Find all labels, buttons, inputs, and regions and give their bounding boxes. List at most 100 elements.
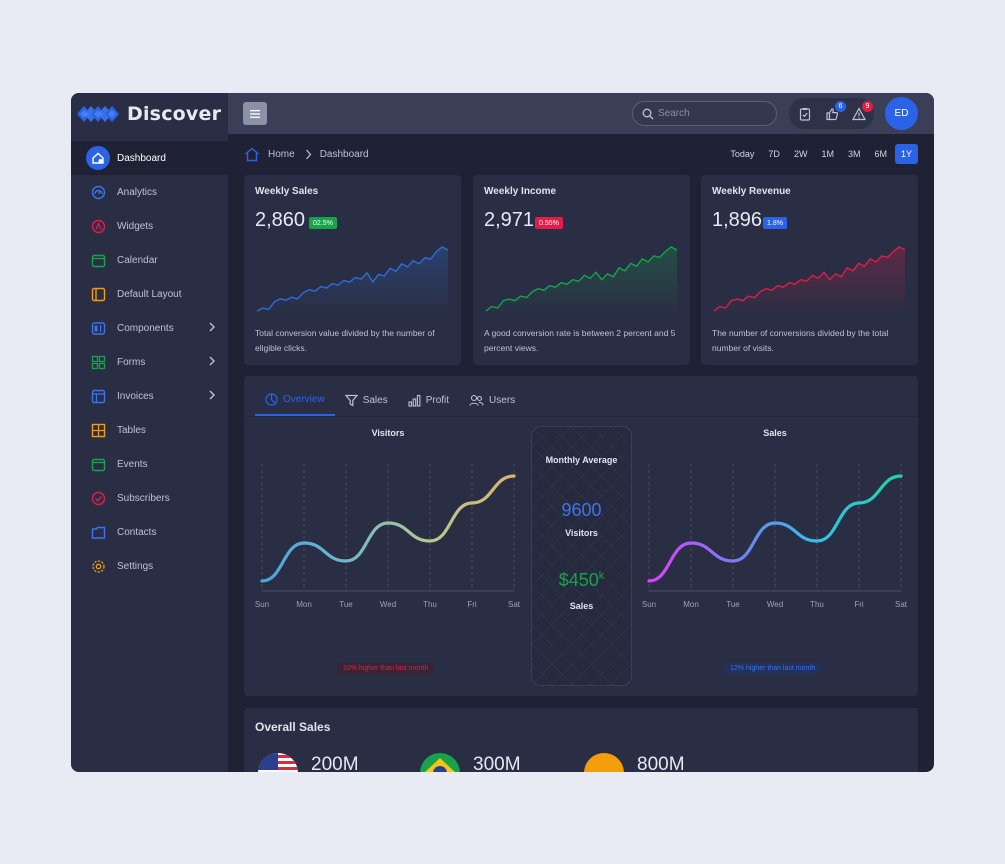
x-tick-label: Tue (339, 600, 353, 609)
series-line (647, 474, 903, 583)
gauge-icon (90, 184, 106, 200)
topbar: 6 9 ED (228, 93, 934, 134)
overall-sales-title: Overall Sales (255, 720, 331, 734)
sidebar-item-default-layout[interactable]: Default Layout (71, 277, 228, 311)
search-input[interactable] (658, 108, 768, 119)
sidebar-item-components[interactable]: Components (71, 311, 228, 345)
stat-title: Weekly Sales (255, 186, 319, 197)
overall-sales-item-us: 200M (257, 752, 359, 772)
sidebar-item-dashboard[interactable]: Dashboard (71, 141, 228, 175)
weekly-revenue-sparkline (713, 246, 906, 315)
range-2w[interactable]: 2W (793, 149, 808, 159)
tab-sales[interactable]: Sales (335, 384, 398, 416)
range-1m[interactable]: 1M (821, 149, 834, 159)
x-tick-label: Tue (726, 600, 740, 609)
sales-note: 12% higher than last month (724, 663, 822, 674)
tab-overview[interactable]: Overview (255, 384, 335, 416)
weekly-sales-card: Weekly Sales 2,860 02.5% Total conversio… (244, 175, 461, 365)
chevron-right-icon (209, 322, 215, 332)
sidebar-item-calendar[interactable]: Calendar (71, 243, 228, 277)
sidebar-item-forms[interactable]: Forms (71, 345, 228, 379)
us-flag-icon (258, 753, 298, 772)
stat-change-badge: 0.55% (535, 217, 563, 229)
widgets-icon (90, 218, 106, 234)
sidebar-item-invoices[interactable]: Invoices (71, 379, 228, 413)
tab-users[interactable]: Users (459, 384, 525, 416)
x-tick-label: Fri (854, 600, 864, 609)
components-icon (90, 320, 106, 336)
tasks-button[interactable] (797, 106, 813, 122)
monthly-average-panel: Monthly Average 9600 Visitors $450k Sale… (531, 426, 632, 686)
overall-sales-value: 300M (473, 754, 521, 772)
x-tick-label: Wed (380, 600, 396, 609)
tab-label: Users (489, 394, 516, 406)
range-today[interactable]: Today (730, 149, 755, 159)
range-1y[interactable]: 1Y (894, 144, 918, 164)
warning-icon (852, 107, 866, 121)
sidebar-item-label: Settings (117, 560, 154, 572)
home-icon[interactable] (244, 147, 260, 162)
sidebar-item-subscribers[interactable]: Subscribers (71, 481, 228, 515)
overall-sales-item-br: 300M (419, 752, 521, 772)
weekly-revenue-card: Weekly Revenue 1,896 1.8% The number of … (701, 175, 918, 365)
home-icon (86, 146, 110, 170)
folder-icon (90, 524, 106, 540)
invoice-icon (90, 388, 106, 404)
x-tick-label: Mon (683, 600, 699, 609)
sidebar-item-widgets[interactable]: Widgets (71, 209, 228, 243)
chevron-right-icon (209, 390, 215, 400)
overall-sales-value: 200M (311, 754, 359, 772)
sidebar-item-label: Analytics (117, 186, 158, 198)
overview-tabs: Overview Sales Profit Users (255, 384, 525, 416)
search-box[interactable] (632, 101, 777, 126)
stat-value: 2,971 (484, 209, 535, 231)
series-line (260, 474, 516, 583)
monthly-visitors-label: Visitors (565, 528, 598, 538)
x-tick-label: Thu (423, 600, 437, 609)
brazil-flag-icon (420, 753, 460, 772)
sparkline-line (485, 246, 678, 312)
likes-button[interactable]: 6 (824, 101, 846, 122)
tab-profit[interactable]: Profit (398, 384, 459, 416)
sidebar-item-label: Calendar (117, 254, 158, 266)
overall-sales-value: 800M (637, 754, 685, 772)
x-tick-label: Thu (810, 600, 824, 609)
sidebar-item-analytics[interactable]: Analytics (71, 175, 228, 209)
range-7d[interactable]: 7D (768, 149, 780, 159)
x-tick-label: Sun (255, 600, 269, 609)
sidebar-item-contacts[interactable]: Contacts (71, 515, 228, 549)
visitors-line-chart: Sun Mon Tue Wed Thu Fri Sat (255, 464, 521, 609)
tab-label: Profit (425, 394, 450, 406)
x-tick-label: Wed (767, 600, 783, 609)
sidebar-item-label: Tables (117, 424, 146, 436)
alerts-button[interactable]: 9 (851, 101, 873, 122)
brand[interactable]: Discover (71, 93, 228, 134)
sidebar-item-settings[interactable]: Settings (71, 549, 228, 583)
country-flag-icon (584, 753, 624, 772)
thumbs-up-icon (826, 108, 839, 121)
sidebar-item-label: Default Layout (117, 288, 182, 300)
search-icon (642, 108, 654, 119)
app-window: Discover Dashboard Analytics Widgets (71, 93, 934, 772)
sidebar-item-events[interactable]: Events (71, 447, 228, 481)
calendar-icon (90, 252, 106, 268)
menu-toggle-button[interactable] (243, 102, 267, 125)
range-3m[interactable]: 3M (847, 149, 861, 159)
range-6m[interactable]: 6M (874, 149, 887, 159)
stat-description: The number of conversions divided by the… (712, 328, 889, 353)
overall-sales-card: Overall Sales 200M 300 (244, 708, 918, 772)
filter-icon (344, 394, 358, 407)
breadcrumb-home[interactable]: Home (268, 149, 295, 160)
clipboard-check-icon (799, 108, 811, 121)
time-range-selector: Today 7D 2W 1M 3M 6M 1Y (722, 144, 918, 164)
sidebar-item-label: Contacts (117, 526, 157, 538)
sparkline-line (713, 246, 906, 312)
visitors-note: 10% higher than last month (337, 663, 435, 674)
tab-label: Overview (283, 393, 325, 405)
sidebar-item-tables[interactable]: Tables (71, 413, 228, 447)
avatar[interactable]: ED (885, 97, 918, 130)
x-tick-label: Sat (895, 600, 908, 609)
sidebar-item-label: Components (117, 322, 174, 334)
sparkline-area (714, 247, 905, 315)
monthly-average-title: Monthly Average (545, 455, 618, 465)
